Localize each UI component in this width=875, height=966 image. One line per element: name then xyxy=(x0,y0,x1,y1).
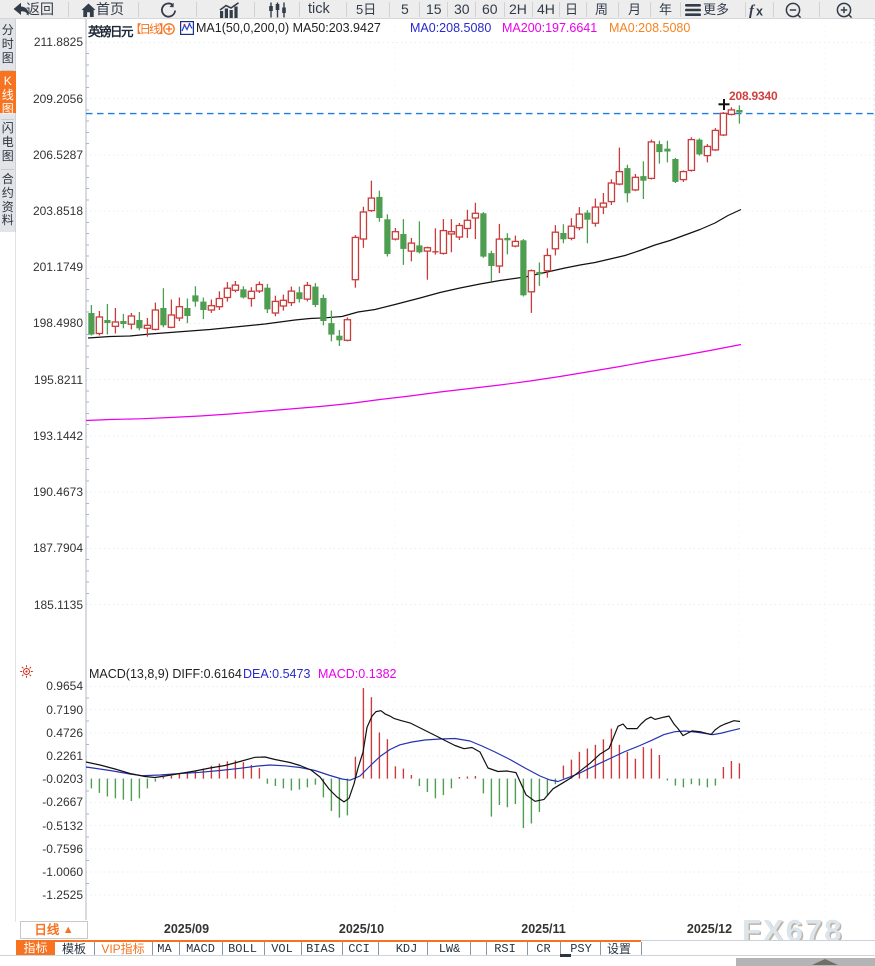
svg-text:f: f xyxy=(749,3,756,18)
svg-text:x: x xyxy=(756,4,763,18)
